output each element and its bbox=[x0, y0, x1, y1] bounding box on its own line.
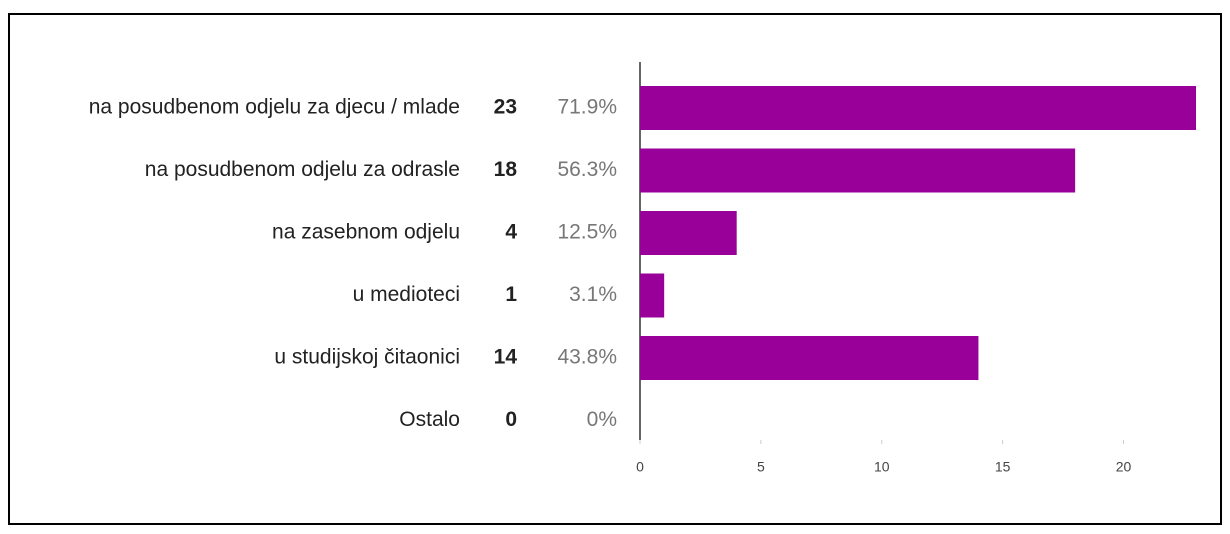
x-tick-label: 10 bbox=[874, 459, 890, 475]
x-tick-label: 15 bbox=[995, 459, 1011, 475]
category-label: u studijskoj čitaonici bbox=[274, 346, 460, 369]
category-label: u medioteci bbox=[353, 283, 460, 306]
count-label: 1 bbox=[505, 283, 517, 306]
category-label: na posudbenom odjelu za djecu / mlade bbox=[89, 96, 460, 119]
percent-label: 71.9% bbox=[557, 96, 617, 119]
count-label: 4 bbox=[505, 221, 517, 244]
bar bbox=[640, 211, 737, 255]
x-tick-label: 5 bbox=[757, 459, 765, 475]
x-tick-label: 20 bbox=[1116, 459, 1132, 475]
percent-label: 43.8% bbox=[557, 346, 617, 369]
bar bbox=[640, 86, 1196, 130]
x-tick-label: 0 bbox=[636, 459, 644, 475]
percent-label: 56.3% bbox=[557, 158, 617, 181]
percent-label: 0% bbox=[587, 408, 617, 431]
count-label: 14 bbox=[494, 346, 518, 369]
count-label: 18 bbox=[494, 158, 518, 181]
percent-label: 12.5% bbox=[557, 221, 617, 244]
bar bbox=[640, 336, 979, 380]
percent-label: 3.1% bbox=[569, 283, 617, 306]
count-label: 0 bbox=[505, 408, 517, 431]
category-label: Ostalo bbox=[399, 408, 460, 431]
bar bbox=[640, 148, 1076, 193]
count-label: 23 bbox=[494, 96, 517, 119]
category-label: na zasebnom odjelu bbox=[272, 221, 460, 244]
bar bbox=[640, 273, 665, 318]
category-label: na posudbenom odjelu za odrasle bbox=[145, 158, 460, 181]
